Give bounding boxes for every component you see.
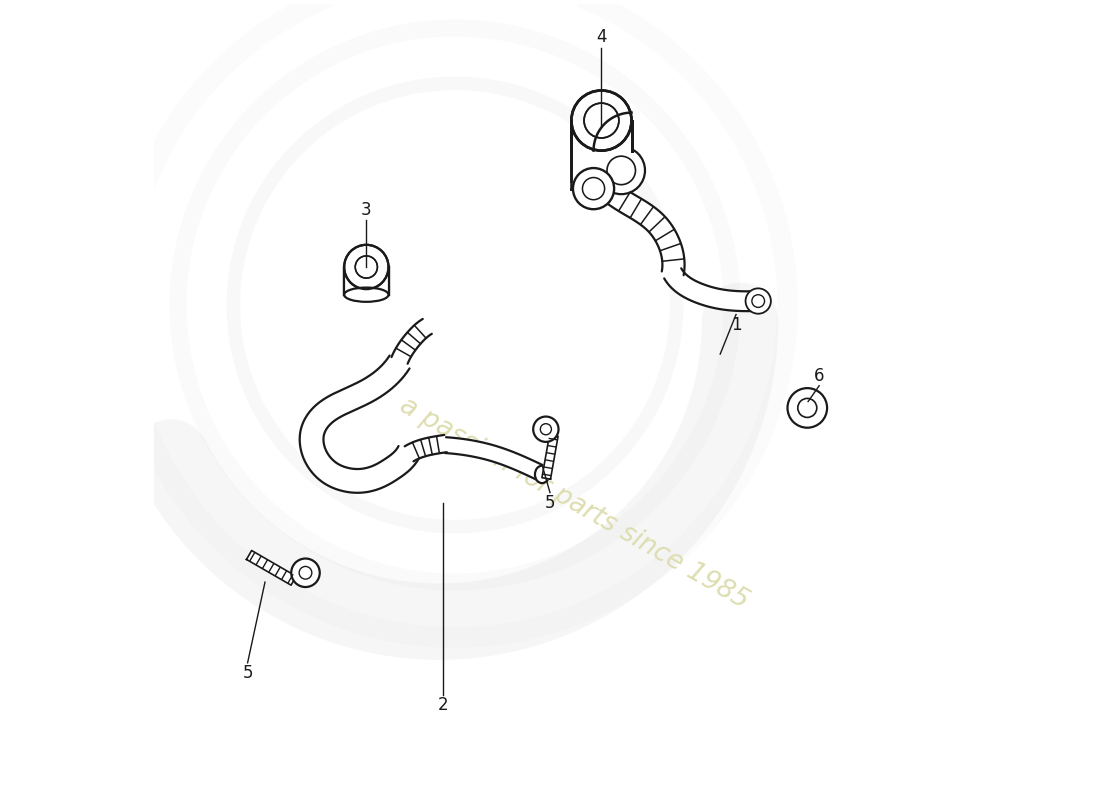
Text: 5: 5 [242,664,253,682]
Text: a passion for parts since 1985: a passion for parts since 1985 [395,392,752,614]
Polygon shape [542,435,558,479]
Circle shape [344,245,388,289]
Circle shape [573,168,614,210]
Ellipse shape [535,466,549,483]
Text: 2: 2 [438,696,449,714]
Polygon shape [405,435,447,462]
Polygon shape [607,186,684,275]
Text: 6: 6 [814,367,824,386]
Circle shape [788,388,827,428]
Circle shape [597,146,645,194]
Polygon shape [392,319,432,364]
Polygon shape [299,355,419,493]
Circle shape [746,288,771,314]
Text: 3: 3 [361,201,372,219]
Polygon shape [571,121,631,150]
Text: 5: 5 [544,494,556,512]
Polygon shape [446,438,543,480]
Text: 1: 1 [730,316,741,334]
Polygon shape [246,550,296,585]
Polygon shape [572,122,630,188]
Polygon shape [344,267,388,294]
Text: 4: 4 [596,29,607,46]
Polygon shape [664,268,758,311]
Circle shape [534,417,559,442]
Ellipse shape [344,287,388,302]
Circle shape [292,558,320,587]
